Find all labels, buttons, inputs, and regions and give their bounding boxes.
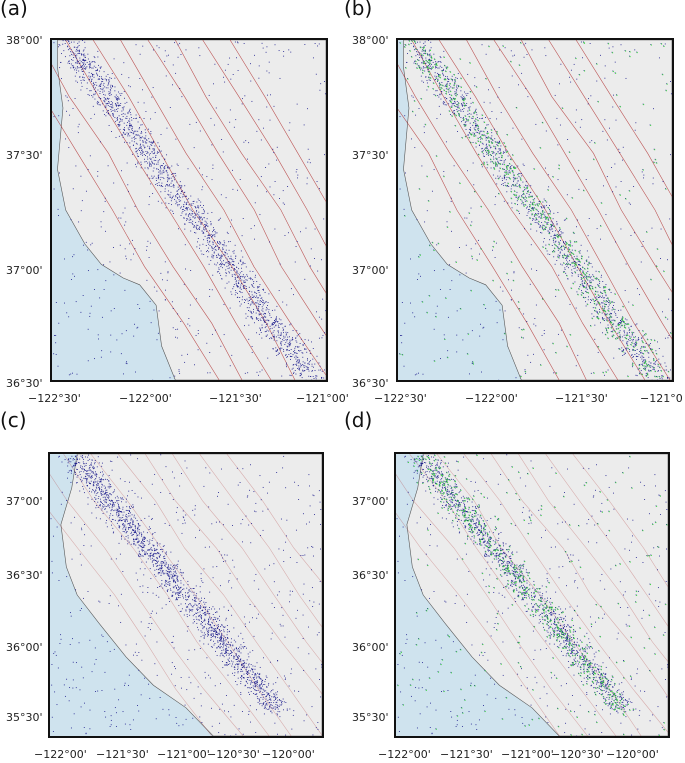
y-tick-c-0: 37°00' xyxy=(6,495,43,508)
land-area xyxy=(403,40,672,380)
y-tick-c-2: 36°00' xyxy=(6,641,43,654)
event-points xyxy=(50,454,322,736)
x-tick-b-3: −121°0 xyxy=(640,392,683,405)
map-canvas-c xyxy=(50,454,322,736)
land-area xyxy=(406,454,668,736)
y-tick-d-3: 35°30' xyxy=(352,711,389,724)
fault-line xyxy=(490,454,668,698)
fault-line xyxy=(50,511,212,736)
fault-line xyxy=(52,110,220,380)
fault-line xyxy=(65,40,272,380)
map-panel-b xyxy=(396,38,674,382)
fault-line xyxy=(398,64,587,380)
y-tick-b-1: 37°30' xyxy=(352,149,389,162)
x-tick-d-4: −120°00' xyxy=(606,748,659,761)
event-points xyxy=(399,40,672,380)
x-tick-a-1: −122°00' xyxy=(119,392,172,405)
y-tick-d-0: 37°00' xyxy=(352,495,389,508)
overlay-event-points xyxy=(397,454,668,736)
fault-line xyxy=(144,454,322,695)
x-tick-d-1: −121°30' xyxy=(440,748,493,761)
map-canvas-d xyxy=(396,454,668,736)
x-tick-d-2: −121°00' xyxy=(501,748,554,761)
fault-line xyxy=(199,454,322,628)
fault-line xyxy=(438,40,646,380)
overlay-event-points xyxy=(399,40,672,378)
panel-c-label: (c) xyxy=(0,408,27,432)
y-tick-d-2: 36°00' xyxy=(352,641,389,654)
x-tick-b-1: −122°00' xyxy=(465,392,518,405)
fault-line xyxy=(548,40,672,246)
fault-line xyxy=(117,454,322,736)
fault-line xyxy=(398,108,560,380)
y-tick-c-3: 35°30' xyxy=(6,711,43,724)
map-panel-a xyxy=(50,38,328,382)
panel-a-label: (a) xyxy=(0,0,28,20)
fault-line xyxy=(147,40,326,336)
fault-line xyxy=(226,454,322,583)
x-tick-d-3: −120°30' xyxy=(551,748,604,761)
fault-line xyxy=(396,512,560,736)
y-tick-a-0: 38°00' xyxy=(6,34,43,47)
fault-line xyxy=(63,454,270,736)
fault-line xyxy=(463,454,668,733)
x-tick-c-0: −122°00' xyxy=(34,748,87,761)
x-tick-c-2: −121°00' xyxy=(157,748,210,761)
y-tick-c-1: 36°30' xyxy=(6,569,43,582)
map-panel-c xyxy=(48,452,324,738)
x-tick-a-2: −121°30' xyxy=(209,392,262,405)
fault-line xyxy=(172,454,322,663)
x-tick-b-2: −121°30' xyxy=(555,392,608,405)
fault-line xyxy=(229,40,326,203)
x-tick-a-3: −121°00' xyxy=(296,392,349,405)
fault-line xyxy=(90,454,292,736)
fault-line xyxy=(572,454,668,588)
fault-line xyxy=(202,40,326,247)
y-tick-a-2: 37°00' xyxy=(6,264,43,277)
event-points xyxy=(53,40,326,380)
fault-line xyxy=(175,40,326,294)
fault-line xyxy=(493,40,672,340)
fault-line xyxy=(92,40,296,380)
panel-b-label: (b) xyxy=(344,0,373,20)
y-tick-b-2: 37°00' xyxy=(352,264,389,277)
fault-line xyxy=(518,454,668,663)
x-tick-c-1: −121°30' xyxy=(96,748,149,761)
fault-line xyxy=(50,474,244,736)
y-tick-b-0: 38°00' xyxy=(352,34,389,47)
land-area xyxy=(60,454,322,736)
fault-line xyxy=(120,40,326,376)
map-canvas-b xyxy=(398,40,672,380)
land-area xyxy=(57,40,326,380)
x-tick-d-0: −122°00' xyxy=(378,748,431,761)
map-canvas-a xyxy=(52,40,326,380)
fault-line xyxy=(52,64,243,380)
y-tick-a-3: 36°30' xyxy=(6,377,43,390)
fault-line xyxy=(521,40,672,293)
fault-line xyxy=(411,40,619,380)
y-tick-a-1: 37°30' xyxy=(6,149,43,162)
x-tick-b-0: −122°30' xyxy=(374,392,427,405)
x-tick-c-3: −120°30' xyxy=(207,748,260,761)
y-tick-d-1: 36°30' xyxy=(352,569,389,582)
fault-line xyxy=(545,454,668,627)
panel-d-label: (d) xyxy=(344,408,373,432)
fault-line xyxy=(396,473,588,736)
x-tick-a-0: −122°30' xyxy=(28,392,81,405)
x-tick-c-4: −120°00' xyxy=(262,748,315,761)
map-panel-d xyxy=(394,452,670,738)
y-tick-b-3: 36°30' xyxy=(352,377,389,390)
fault-line xyxy=(575,40,672,198)
